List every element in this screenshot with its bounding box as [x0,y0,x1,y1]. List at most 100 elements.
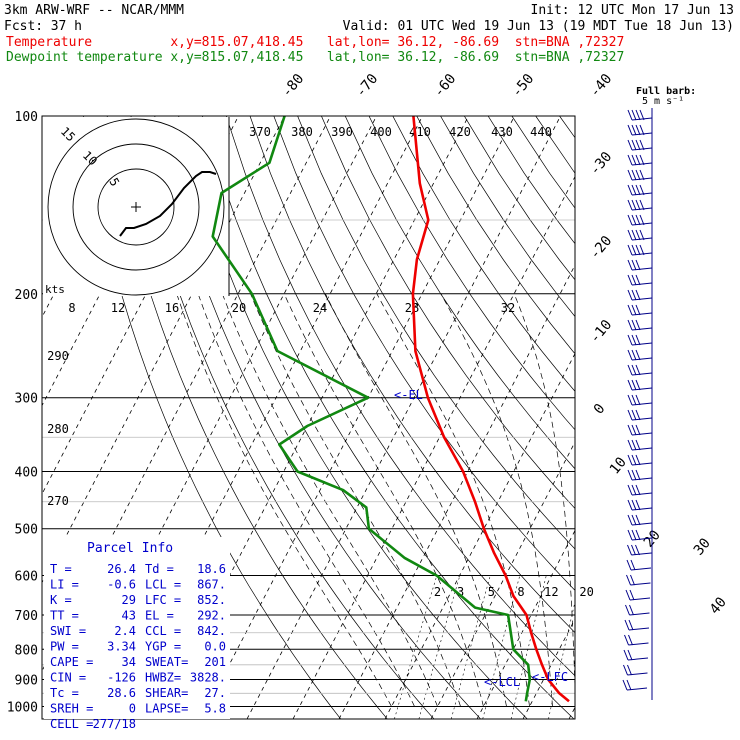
parcel-param-label: PW = [50,640,79,654]
barb-flag [624,634,629,646]
parcel-param-value: -0.6 [107,578,136,592]
dry-adiabat [535,116,575,174]
dry-adiabat [297,116,575,550]
barb-flag [635,154,641,166]
parcel-param-label: LAPSE= [145,702,188,716]
theta-label: 400 [370,125,392,139]
wind-barb [627,139,653,151]
parcel-param-label: CAPE = [50,655,93,669]
isotherm-label: -80 [279,71,308,101]
wind-barb [627,514,653,526]
barb-flag [635,229,641,241]
parcel-param-value: 43 [122,609,136,623]
parcel-param-label: Td = [145,562,174,576]
barb-flag [627,484,633,496]
lcl-marker: <-LCL [484,675,520,689]
barb-flag [635,214,641,226]
barb-flag [639,139,645,151]
barb-flag [626,574,631,586]
pressure-tick-label: 700 [15,609,38,624]
barb-flag [628,619,634,631]
barb-flag [635,379,641,391]
barb-flag [635,199,641,211]
parcel-param-value: 201 [204,655,226,669]
moist-adiabat [197,293,415,707]
wind-barb [624,619,650,631]
barb-flag [635,259,641,271]
parcel-param-value: 5.8 [204,702,226,716]
isotherm-line [42,116,285,584]
theta-label: 370 [249,125,271,139]
moist-adiabat [283,293,484,707]
dry-adiabat [487,116,575,245]
parcel-param-label: T = [50,562,72,576]
wind-barb [627,229,653,241]
barb-flag [631,514,637,526]
wind-barb [627,424,653,436]
wind-barb [625,604,650,616]
hodograph-ring [47,118,225,296]
init-time: Init: 12 UTC Mon 17 Jun 13 [531,3,735,18]
hodograph-ring [72,143,200,271]
model-title: 3km ARW-WRF -- NCAR/MMM [4,3,184,18]
barb-flag [631,289,637,301]
pressure-tick-label: 200 [15,288,38,303]
barb-flag [635,439,641,451]
dry-adiabat [511,116,575,209]
parcel-param-label: CIN = [50,671,86,685]
dry-adiabat [130,116,435,719]
barb-flag [631,439,637,451]
barb-flag [627,244,633,256]
isotherm-line [568,706,575,719]
barb-flag [631,169,637,181]
barb-flag [627,229,633,241]
moist-adiabat [376,293,530,707]
wind-barb [627,439,653,451]
parcel-param-label: LFC = [145,593,181,607]
barb-flag [631,214,637,226]
dry-adiabat [178,116,528,719]
theta-label: 430 [491,125,513,139]
wind-barb [626,559,652,571]
hodograph-axis-label: kts [45,283,65,296]
parcel-param-value: 18.6 [197,562,226,576]
wind-barb [627,349,653,361]
barb-flag [631,244,637,256]
forecast-hour: 37 h [51,19,82,34]
dry-adiabat [154,116,481,719]
parcel-param-label: EL = [145,609,174,623]
parcel-param-label: SWEAT= [145,655,188,669]
parcel-param-label: Tc = [50,686,79,700]
barb-flag [625,604,630,616]
barb-flag [635,484,641,496]
barb-flag [635,139,641,151]
wind-barb [627,454,653,466]
parcel-param-value: 0.0 [204,640,226,654]
barb-flag [631,184,637,196]
dewpoint-legend: Dewpoint temperature x,y=815.07,418.45 l… [6,50,624,65]
mixing-ratio-label: 20 [579,585,593,599]
barb-flag [627,289,633,301]
barb-flag [635,109,641,121]
moist-adiabat [513,293,575,701]
barb-flag [631,109,637,121]
parcel-info-title: Parcel Info [87,541,173,556]
barb-flag [626,679,632,691]
barb-flag [639,169,645,181]
mixing-ratio-label: 12 [544,585,558,599]
barb-flag [624,619,630,631]
dry-adiabat [106,116,388,719]
wind-barb [627,109,653,121]
isotherm-line [338,264,575,719]
parcel-param-value: 34 [122,655,136,669]
parcel-param-value: 29 [122,593,136,607]
barb-flag [627,319,633,331]
pressure-tick-label: 300 [15,392,38,407]
isotherm-line [661,116,740,719]
isotherm-line [430,441,575,719]
wind-barb [627,184,653,196]
pressure-tick-label: 400 [15,466,38,481]
isotherm-line [42,116,239,495]
temperature-legend: Temperature x,y=815.07,418.45 lat,lon= 3… [6,35,624,50]
barb-flag [635,544,640,556]
